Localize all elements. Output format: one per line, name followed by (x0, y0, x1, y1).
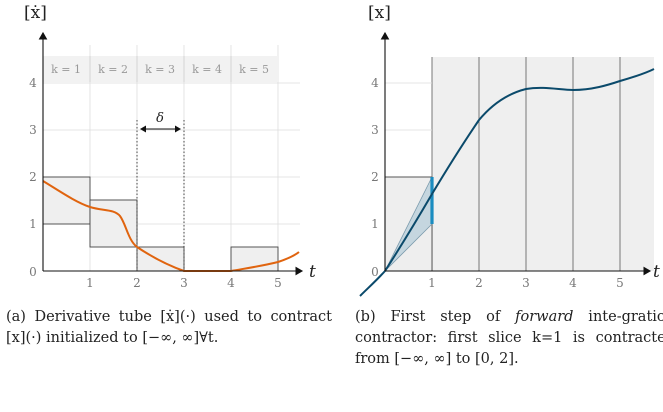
panel-a-ytick-2: 2 (29, 170, 37, 184)
tube-slice-dividers (431, 57, 621, 271)
caption-a-math-2: [x](·) (6, 330, 42, 346)
slice-label-k4: k = 4 (192, 63, 222, 76)
slice-label-k3: k = 3 (145, 63, 175, 76)
slice-label-k2: k = 2 (98, 63, 128, 76)
panel-a-xtick-3: 3 (180, 276, 188, 290)
panel-b-xtick-1: 1 (428, 276, 436, 290)
caption-b-suffix: . (514, 351, 519, 367)
panel-b-ytick-4: 4 (371, 76, 379, 90)
caption-b-mid-3: to (451, 351, 476, 367)
panel-a-x-axis-label: t (309, 262, 316, 282)
caption-b: (b) First step of forward inte-gration c… (355, 307, 663, 370)
panel-a-xtick-4: 4 (227, 276, 235, 290)
slice-label-k5: k = 5 (239, 63, 269, 76)
panel-b-y-axis-label: [x] (368, 3, 391, 23)
caption-b-mid-1: inte-gration contractor: first slice (355, 309, 663, 346)
slice-header-band (43, 56, 278, 82)
panel-a-ytick-4: 4 (29, 76, 37, 90)
panel-a-xtick-2: 2 (133, 276, 141, 290)
panel-b-plot: [x] t 0 1 2 3 4 5 1 2 3 4 (359, 3, 660, 297)
caption-a-math-1: [ẋ](·) (160, 309, 196, 325)
panel-a-ytick-3: 3 (29, 123, 37, 137)
deriv-box-k1 (42, 176, 91, 225)
panel-a-xtick-0: 0 (29, 265, 37, 279)
panel-a-ytick-1: 1 (29, 217, 37, 231)
caption-a-mid-1: used to contract (195, 309, 332, 325)
delta-label: δ (156, 111, 164, 126)
caption-b-math-2: [−∞, ∞] (394, 351, 452, 367)
panel-b-xtick-2: 2 (475, 276, 483, 290)
tube-slices-unbounded (432, 57, 654, 271)
panel-a-plot: k = 1 k = 2 k = 3 k = 4 k = 5 δ [ẋ] t 0 … (24, 3, 316, 290)
panel-b-ytick-3: 3 (371, 123, 379, 137)
caption-a-suffix: . (213, 330, 219, 346)
panel-b-ytick-2: 2 (371, 170, 379, 184)
derivative-curve (42, 180, 300, 272)
deriv-box-k2 (89, 199, 138, 248)
trajectory-curve (359, 68, 655, 297)
panel-a-xtick-1: 1 (86, 276, 94, 290)
slice-label-k1: k = 1 (51, 63, 81, 76)
caption-a-mid-2: initialized to (41, 330, 143, 346)
panel-a-y-axis-label: [ẋ] (24, 3, 47, 23)
panel-a-xtick-5: 5 (274, 276, 282, 290)
caption-b-emphasis: forward (515, 309, 574, 325)
caption-b-math-3: [0, 2] (475, 351, 514, 367)
panel-b-xtick-5: 5 (616, 276, 624, 290)
caption-a: (a) Derivative tube [ẋ](·) used to contr… (6, 307, 332, 349)
panel-b-xtick-3: 3 (522, 276, 530, 290)
panel-b-xtick-4: 4 (569, 276, 577, 290)
panel-b-x-axis-label: t (653, 262, 660, 282)
caption-a-prefix: (a) Derivative tube (6, 309, 161, 325)
panel-b-xtick-0: 0 (371, 265, 379, 279)
caption-b-prefix: (b) First step of (355, 309, 516, 325)
caption-b-mid-2: is contracted from (355, 330, 663, 367)
panel-b-ytick-1: 1 (371, 217, 379, 231)
slice-header-dividers (89, 56, 232, 82)
caption-b-math-1: k=1 (532, 330, 563, 346)
caption-a-math-3: [−∞, ∞]∀t (142, 330, 214, 346)
